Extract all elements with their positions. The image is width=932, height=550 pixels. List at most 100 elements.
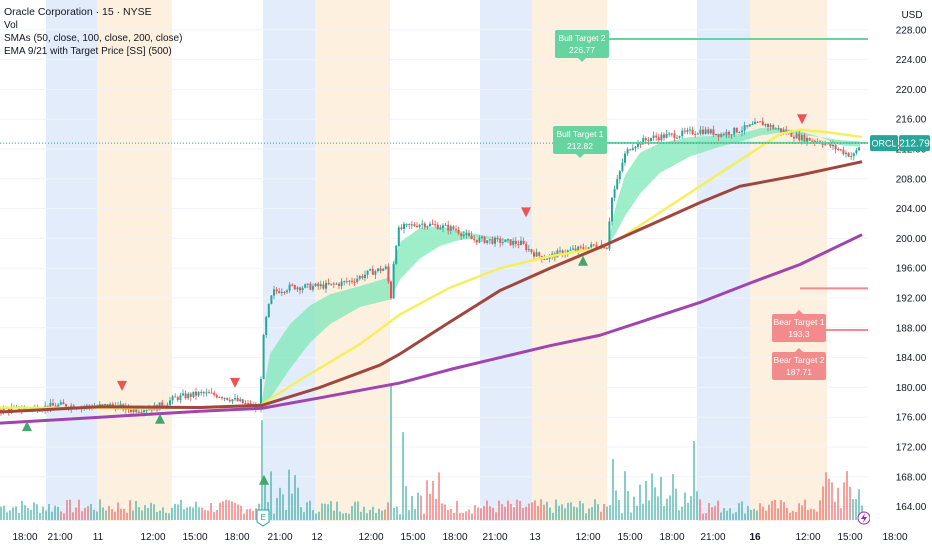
x-tick-label: 15:00: [400, 532, 425, 543]
candle: [351, 280, 353, 282]
candle: [228, 399, 231, 402]
ema-legend[interactable]: EMA 9/21 with Target Price [SS] (500): [4, 46, 172, 57]
volume-bar: [423, 513, 425, 521]
bull-target-2-label-box: [555, 30, 609, 58]
sma-legend[interactable]: SMAs (50, close, 100, close, 200, close): [4, 33, 183, 44]
candle: [637, 142, 639, 147]
candle: [218, 397, 221, 399]
volume-bar: [93, 509, 95, 521]
volume-bar: [0, 506, 2, 521]
candle: [813, 140, 816, 142]
candle: [743, 125, 746, 131]
volume-bar: [597, 504, 599, 521]
volume-bar: [30, 509, 32, 521]
candle: [416, 225, 418, 228]
volume-bar: [45, 510, 47, 521]
candle: [101, 404, 104, 406]
volume-bar: [618, 499, 620, 521]
price-axis[interactable]: USD 164.00 168.00 172.00 176.00 180.00 184.00 1…: [870, 0, 932, 550]
candle: [465, 233, 468, 235]
symbol-label: ORCL: [871, 139, 896, 149]
candle: [725, 131, 728, 136]
volume-bar: [177, 504, 179, 521]
volume-bar: [663, 506, 665, 521]
signal-markers: E: [22, 114, 871, 527]
volume-bar: [660, 476, 662, 521]
candle: [418, 224, 421, 228]
volume-bar: [570, 502, 572, 521]
volume-bar: [657, 496, 659, 521]
candle: [535, 252, 538, 257]
bull-target-1-label-value: 212.82: [567, 141, 593, 151]
candle: [839, 149, 842, 151]
volume-bar: [591, 507, 593, 521]
volume-bars: [0, 385, 863, 521]
bear-target-2-label-pointer: [795, 348, 803, 352]
volume-legend[interactable]: Vol: [4, 20, 18, 31]
volume-bar: [246, 509, 248, 521]
volume-bar: [195, 501, 197, 521]
candle: [338, 283, 340, 286]
candle: [780, 128, 782, 132]
volume-bar: [273, 513, 275, 521]
candle: [644, 138, 647, 141]
candle: [624, 153, 626, 163]
candle: [309, 283, 312, 290]
candle: [213, 392, 216, 396]
x-tick-label: 15:00: [182, 532, 207, 543]
candle: [501, 242, 504, 244]
volume-bar: [606, 506, 608, 521]
candle: [436, 224, 439, 230]
bull-target-1-label-box: [553, 126, 607, 154]
candle: [132, 408, 135, 412]
volume-bar: [375, 513, 377, 521]
bear-target-1-label: Bear Target 1 193.3: [772, 310, 826, 342]
candle: [647, 140, 650, 142]
buy-signal-icon: [259, 474, 269, 485]
volume-bar: [381, 510, 383, 521]
candle: [709, 129, 712, 134]
x-tick-label: 21:00: [700, 532, 725, 543]
candle: [634, 146, 637, 149]
volume-bar: [78, 499, 80, 521]
volume-bar: [642, 503, 644, 521]
candle: [689, 129, 691, 131]
volume-bar: [462, 513, 464, 521]
volume-bar: [456, 500, 458, 521]
volume-bar: [84, 507, 86, 521]
candle: [275, 289, 278, 292]
volume-bar: [843, 482, 845, 521]
volume-bar: [333, 510, 335, 521]
volume-bar: [711, 507, 713, 521]
candle: [478, 237, 481, 243]
candle: [686, 130, 689, 132]
volume-bar: [24, 505, 26, 521]
volume-bar: [735, 512, 737, 521]
candle: [520, 240, 522, 245]
volume-bar: [237, 504, 239, 521]
candle: [631, 148, 634, 151]
volume-bar: [129, 500, 131, 521]
volume-bar: [351, 506, 353, 521]
candle: [174, 396, 177, 398]
candle: [566, 250, 569, 254]
volume-bar: [120, 508, 122, 521]
volume-bar: [666, 498, 668, 521]
candle: [455, 229, 457, 231]
session-band: [263, 0, 315, 521]
time-axis[interactable]: 18:00 21:00 11 12:00 15:00 18:00 21:00 12 12:00 1…: [0, 527, 932, 550]
x-tick-label: 16: [749, 532, 761, 543]
candle: [681, 130, 684, 137]
y-tick-label: 164.00: [896, 502, 927, 513]
candle: [715, 133, 717, 136]
volume-bar: [234, 502, 236, 521]
candle: [319, 284, 322, 287]
candle: [169, 400, 171, 405]
candle: [10, 407, 13, 412]
chart-title[interactable]: Oracle Corporation · 15 · NYSE: [4, 6, 152, 18]
session-band: [315, 0, 390, 521]
candle: [527, 249, 530, 251]
candle: [403, 223, 405, 230]
candle: [135, 408, 138, 413]
